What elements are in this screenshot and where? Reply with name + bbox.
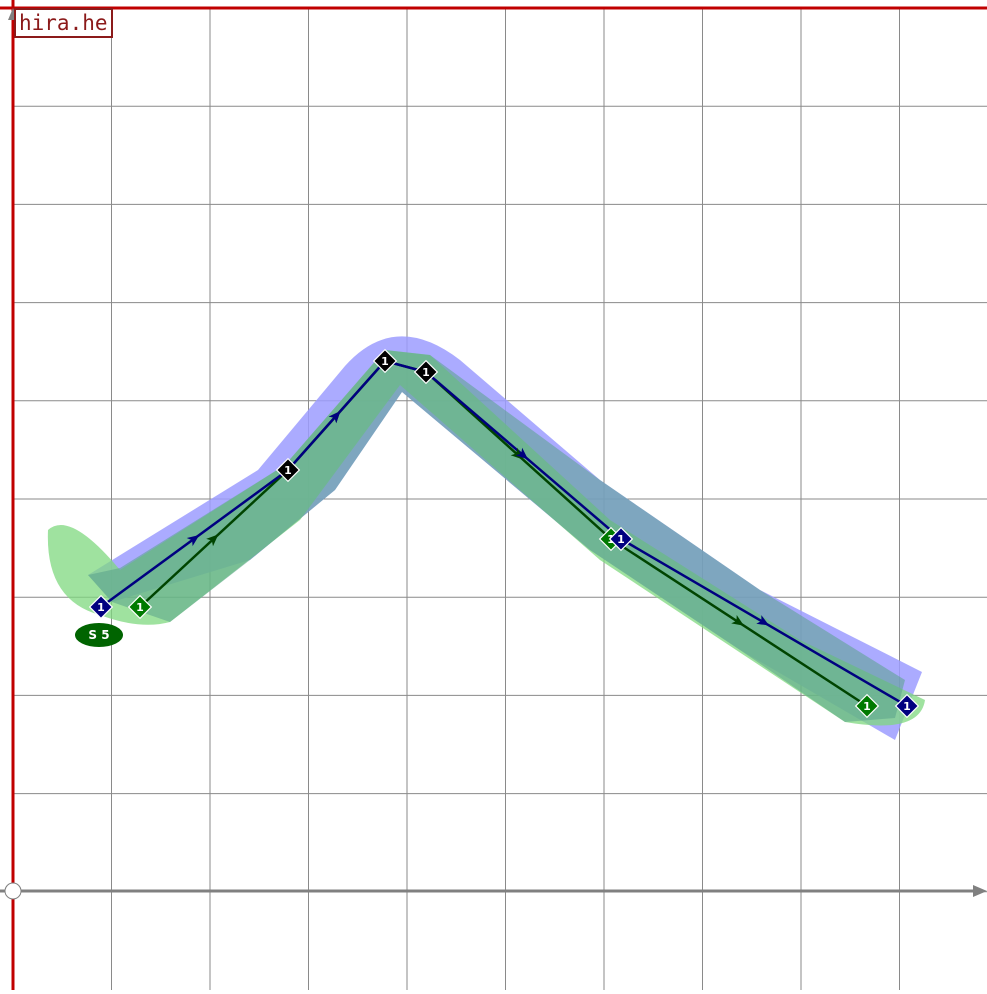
start-badge-label: S 5 bbox=[88, 628, 109, 642]
blue-path-node-label: 1 bbox=[97, 601, 105, 614]
path-arrows bbox=[186, 411, 770, 626]
blue-path-node[interactable]: 1 bbox=[275, 457, 301, 483]
blue-path-node[interactable]: 1 bbox=[372, 348, 398, 374]
green-path-node[interactable]: 1 bbox=[127, 594, 153, 620]
green-path-node-marker bbox=[127, 594, 153, 620]
blue-path-band bbox=[88, 336, 922, 740]
blue-path-node-marker bbox=[894, 693, 920, 719]
blue-path-direction-arrow bbox=[515, 447, 529, 460]
blue-path-node-marker bbox=[608, 526, 634, 552]
blue-path-node-label: 1 bbox=[903, 700, 911, 713]
blue-path-node-label: 1 bbox=[422, 366, 430, 379]
green-path-node-label: 1 bbox=[863, 700, 871, 713]
blue-path-node[interactable]: 1 bbox=[608, 526, 634, 552]
path-nodes: 111111111 bbox=[88, 348, 920, 719]
overlap-band bbox=[88, 350, 905, 722]
blue-path-line bbox=[100, 359, 908, 708]
green-path-node-label: 1 bbox=[136, 601, 144, 614]
grid bbox=[12, 7, 987, 990]
blue-path-node-label: 1 bbox=[381, 355, 389, 368]
blue-path-node-marker bbox=[413, 359, 439, 385]
blue-path-node[interactable]: 1 bbox=[894, 693, 920, 719]
green-path-direction-arrow bbox=[206, 534, 219, 547]
origin-marker bbox=[4, 882, 22, 900]
green-path-node[interactable]: 1 bbox=[854, 693, 880, 719]
blue-path-direction-arrow bbox=[186, 534, 200, 547]
blue-path-node-marker bbox=[372, 348, 398, 374]
green-path-direction-arrow bbox=[731, 615, 745, 626]
blue-path-node-label: 1 bbox=[284, 464, 292, 477]
blue-path-direction-arrow bbox=[756, 615, 770, 626]
blue-path-node[interactable]: 1 bbox=[88, 594, 114, 620]
x-axis-arrow bbox=[973, 885, 987, 897]
blue-path-node-marker bbox=[275, 457, 301, 483]
path-lines bbox=[100, 359, 908, 708]
start-badge[interactable]: S 5 bbox=[75, 623, 123, 647]
blue-path-direction-arrow bbox=[328, 411, 341, 424]
blue-path-node-label: 1 bbox=[617, 533, 625, 546]
blue-path-node-marker bbox=[88, 594, 114, 620]
logo: hira.he bbox=[14, 8, 113, 38]
blue-path-node[interactable]: 1 bbox=[413, 359, 439, 385]
green-path-node-marker bbox=[854, 693, 880, 719]
